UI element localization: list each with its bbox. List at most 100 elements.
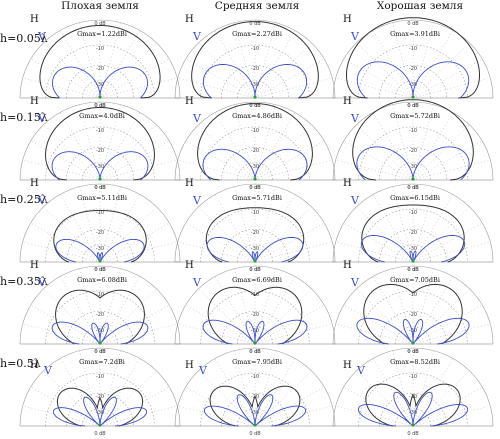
v-curve-label: V (350, 30, 360, 43)
ring-label: -30 (409, 82, 417, 88)
gmax-label: Gmax=5.72dBi (390, 112, 440, 120)
grid-spoke (99, 42, 157, 99)
ring-label: -10 (409, 46, 417, 52)
ring-label: -30 (251, 164, 259, 170)
gmax-label: Gmax=5.71dBi (232, 194, 282, 202)
grid-spoke (372, 112, 414, 181)
ring-label: -30 (96, 164, 104, 170)
h-curve-label: H (343, 14, 352, 25)
grid-ring (66, 64, 134, 99)
gmax-label: Gmax=7.95dBi (232, 358, 282, 366)
grid-spoke (343, 58, 414, 99)
grid-spoke (30, 304, 101, 345)
center-marker (98, 177, 102, 181)
grid-spoke (79, 350, 101, 427)
h-curve-label: H (185, 360, 194, 371)
grid-spoke (99, 386, 170, 427)
grid-spoke (177, 241, 256, 263)
ring-label: -30 (96, 82, 104, 88)
ring-label: -30 (251, 246, 259, 252)
ring-label: 0 dB (94, 349, 106, 355)
h-curve-label: H (30, 178, 39, 189)
grid-spoke (412, 358, 454, 427)
grid-spoke (177, 77, 256, 99)
ring-label: -10 (409, 210, 417, 216)
ring-label: -10 (96, 374, 104, 380)
ring-label: -10 (251, 210, 259, 216)
grid-spoke (99, 30, 141, 99)
center-marker (411, 423, 415, 427)
grid-spoke (392, 104, 414, 181)
h-curve-label: H (30, 260, 39, 271)
gmax-label: Gmax=3.91dBi (390, 30, 440, 38)
grid-spoke (214, 112, 256, 181)
v-curve-label: V (43, 364, 53, 377)
grid-spoke (30, 386, 101, 427)
center-marker (253, 177, 257, 181)
grid-spoke (59, 358, 101, 427)
row-label-h05: h=0.5λ (0, 357, 41, 370)
ring-label: 0 dB (94, 185, 106, 191)
grid-spoke (356, 124, 414, 181)
grid-spoke (79, 22, 101, 99)
grid-spoke (99, 304, 170, 345)
grid-spoke (412, 304, 483, 345)
grid-spoke (59, 276, 101, 345)
h-pattern-curve (352, 99, 474, 181)
grid-spoke (99, 112, 141, 181)
grid-spoke (254, 42, 312, 99)
h-pattern-curve (44, 107, 156, 181)
grid-spoke (99, 186, 121, 263)
grid-spoke (99, 77, 178, 99)
grid-spoke (254, 186, 276, 263)
grid-spoke (99, 350, 121, 427)
ring-label: -30 (96, 246, 104, 252)
grid-spoke (185, 140, 256, 181)
ring-label: -20 (409, 148, 417, 154)
grid-ring (379, 146, 447, 181)
grid-spoke (412, 194, 454, 263)
h-pattern-curve (56, 387, 144, 427)
gmax-label: Gmax=7.05dBi (390, 276, 440, 284)
grid-spoke (372, 358, 414, 427)
h-pattern-curve (361, 204, 465, 263)
h-pattern-curve (207, 286, 303, 345)
grid-ring (66, 228, 134, 263)
center-marker (411, 177, 415, 181)
ring-label: -10 (251, 128, 259, 134)
ring-label: -30 (409, 410, 417, 416)
h-pattern-curve (55, 289, 145, 345)
grid-spoke (392, 22, 414, 99)
center-marker (98, 423, 102, 427)
grid-spoke (372, 30, 414, 99)
grid-spoke (335, 159, 414, 181)
grid-spoke (254, 30, 296, 99)
h-curve-label: H (185, 178, 194, 189)
grid-spoke (412, 159, 491, 181)
ring-label: 0 dB (407, 349, 419, 355)
grid-spoke (412, 22, 434, 99)
grid-spoke (198, 288, 256, 345)
grid-spoke (177, 323, 256, 345)
ring-label: 0 dB (407, 267, 419, 273)
row-label-h015: h=0.15λ (0, 111, 48, 124)
ring-label: -30 (251, 410, 259, 416)
grid-spoke (214, 30, 256, 99)
h-pattern-curve (205, 207, 305, 263)
grid-spoke (254, 405, 333, 427)
ring-label: 0 dB (249, 267, 261, 273)
grid-spoke (79, 104, 101, 181)
grid-spoke (412, 350, 434, 427)
grid-ring (221, 310, 289, 345)
ring-label: -10 (251, 46, 259, 52)
grid-spoke (99, 268, 121, 345)
grid-spoke (412, 186, 434, 263)
row-label-h025: h=0.25λ (0, 193, 48, 206)
grid-spoke (22, 323, 101, 345)
